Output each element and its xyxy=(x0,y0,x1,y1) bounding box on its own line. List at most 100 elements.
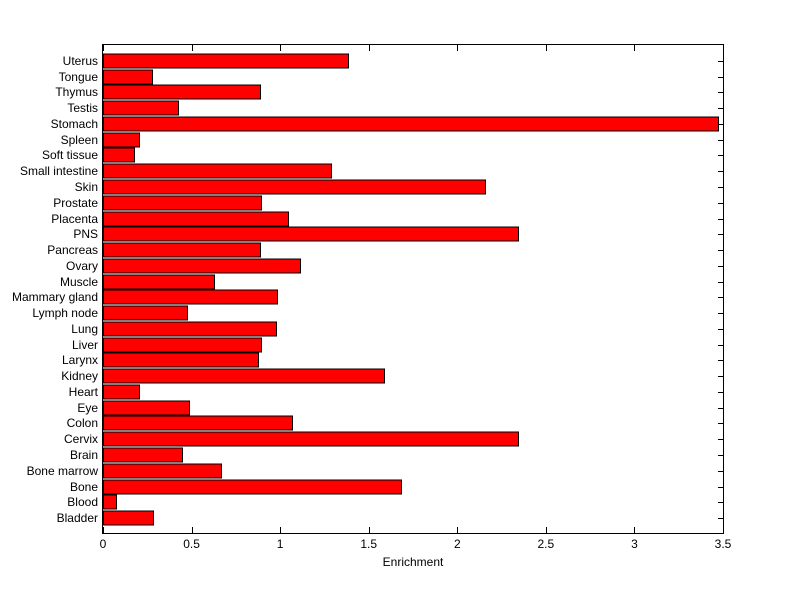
bar-row: Placenta xyxy=(51,211,723,227)
bar xyxy=(103,242,261,258)
y-tick-label: Skin xyxy=(74,180,98,194)
y-tick-label: Tongue xyxy=(58,69,98,84)
y-axis-right-tick xyxy=(718,281,723,283)
x-tick-label: 2.5 xyxy=(537,537,555,551)
bar xyxy=(103,258,302,274)
x-axis-top-tick xyxy=(103,45,104,51)
y-tick-label: Brain xyxy=(69,448,98,463)
bar xyxy=(103,479,403,495)
y-tick-label: Pancreas xyxy=(47,243,98,258)
bar-row: Stomach xyxy=(51,116,723,132)
y-tick-label: Larynx xyxy=(61,353,98,368)
y-axis-right-tick xyxy=(718,502,723,504)
bar-row: Kidney xyxy=(61,368,723,384)
bar-row: Muscle xyxy=(60,274,723,290)
bar xyxy=(103,352,259,368)
x-axis-bottom-tick xyxy=(723,527,724,533)
bar-row: Prostate xyxy=(53,195,723,211)
bar-row: Mammary gland xyxy=(12,289,723,305)
y-tick-label: PNS xyxy=(73,227,98,242)
bar-row: Bone marrow xyxy=(27,463,723,479)
y-axis-right-tick xyxy=(718,139,723,141)
bar-row: Thymus xyxy=(55,84,723,101)
y-axis-right-tick xyxy=(718,250,723,252)
bar xyxy=(103,53,350,69)
bar-row: Larynx xyxy=(62,352,723,369)
bar xyxy=(103,195,263,211)
bar-row: Pancreas xyxy=(47,242,723,258)
bar-row: Liver xyxy=(72,337,723,353)
y-tick-label: Ovary xyxy=(65,258,98,273)
y-axis-right-tick xyxy=(718,76,723,78)
bar xyxy=(103,100,180,116)
bar xyxy=(103,494,118,510)
x-axis-bottom-tick xyxy=(103,527,104,533)
y-tick-label: Liver xyxy=(71,337,98,352)
bar xyxy=(103,368,385,384)
bar-row: Colon xyxy=(67,415,723,432)
y-axis-right-tick xyxy=(718,470,723,472)
bar-row: Ovary xyxy=(66,258,723,274)
bar xyxy=(103,289,279,305)
y-tick-label: Lymph node xyxy=(32,306,98,321)
bar-row: Uterus xyxy=(63,53,723,69)
x-axis-top-tick xyxy=(634,45,636,51)
y-axis-right-tick xyxy=(718,328,723,330)
bar-row: Testis xyxy=(67,100,723,116)
bar-row: Skin xyxy=(75,179,723,195)
bar-row: Cervix xyxy=(64,431,723,447)
y-tick-label: Bone xyxy=(69,479,98,494)
x-axis-bottom-tick xyxy=(368,527,370,533)
bar xyxy=(103,305,189,321)
y-tick-label: Heart xyxy=(68,384,98,399)
y-axis-right-tick xyxy=(718,60,723,62)
y-tick-label: Soft tissue xyxy=(41,148,98,163)
y-tick-label: Spleen xyxy=(60,132,98,147)
x-tick-label: 0 xyxy=(99,537,107,551)
y-tick-label: Mammary gland xyxy=(11,290,98,305)
bar-row: Blood xyxy=(67,494,723,510)
bar xyxy=(103,463,222,479)
bar xyxy=(103,400,190,416)
y-axis-right-tick xyxy=(718,313,723,315)
bar-row: Lung xyxy=(71,321,723,337)
bar-row: Bladder xyxy=(57,510,723,526)
x-axis-bottom-tick xyxy=(545,527,547,533)
bar xyxy=(103,415,293,431)
y-axis-right-tick xyxy=(718,344,723,346)
bar-row: Brain xyxy=(70,447,723,463)
bar-row: Bone xyxy=(70,479,723,495)
bar xyxy=(103,384,141,400)
x-axis-top-tick xyxy=(545,45,547,51)
bar-row: Lymph node xyxy=(32,305,723,321)
y-tick-label: Lung xyxy=(71,321,98,336)
bar xyxy=(103,163,332,179)
bar xyxy=(103,84,261,100)
bar xyxy=(103,431,520,447)
bar xyxy=(103,321,277,337)
bar xyxy=(103,147,135,163)
plot-area: Uterus Tongue Thymus Testis Stomach Spleen Sof… xyxy=(12,44,724,534)
bar-row: Heart xyxy=(69,384,723,400)
bar xyxy=(103,274,215,290)
y-tick-label: Placenta xyxy=(51,211,98,226)
bar xyxy=(103,179,486,195)
y-tick-label: Small intestine xyxy=(19,164,98,179)
y-axis-right-tick xyxy=(718,187,723,188)
bar xyxy=(103,226,520,242)
bar-row: Eye xyxy=(77,400,723,416)
y-axis-right-tick xyxy=(718,376,723,378)
x-axis-bottom-tick xyxy=(634,527,636,533)
y-tick-label: Cervix xyxy=(63,432,98,447)
bar xyxy=(103,69,153,85)
y-tick-label: Blood xyxy=(67,495,98,510)
y-axis-right-tick xyxy=(718,423,723,425)
y-axis-right-tick xyxy=(718,234,723,236)
y-tick-label: Prostate xyxy=(53,195,98,210)
bar-row: Soft tissue xyxy=(42,147,723,164)
y-axis-right-tick xyxy=(718,92,723,94)
bar-row: Small intestine xyxy=(20,163,723,179)
bar xyxy=(103,132,141,148)
bar-rows: Uterus Tongue Thymus Testis Stomach Spleen Sof… xyxy=(12,53,723,526)
